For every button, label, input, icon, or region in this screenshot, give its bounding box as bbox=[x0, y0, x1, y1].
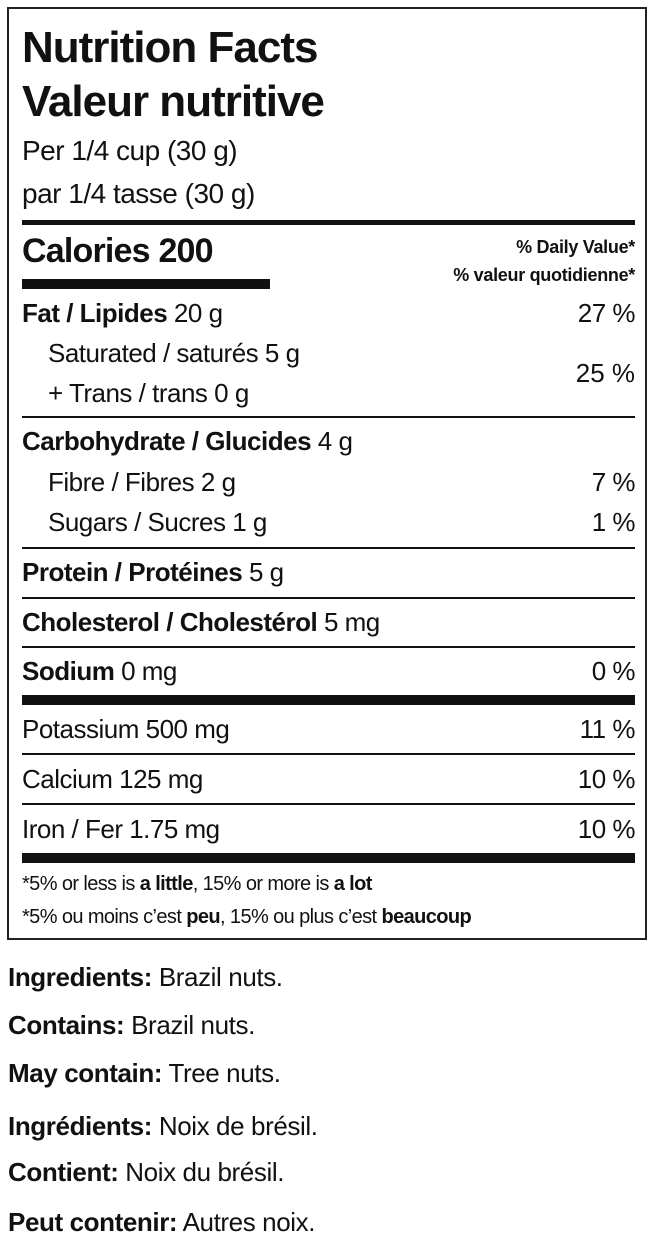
calories-value: 200 bbox=[158, 232, 213, 270]
divider bbox=[22, 803, 635, 805]
row-trans: + Trans / trans 0 g bbox=[48, 378, 249, 408]
row-saturated: Saturated / saturés 5 g bbox=[48, 338, 300, 368]
dv-header-en: % Daily Value* bbox=[516, 237, 635, 257]
dv-header-fr: % valeur quotidienne* bbox=[453, 265, 635, 285]
row-sodium: Sodium 0 mg 0 % bbox=[22, 656, 636, 686]
title-fr: Valeur nutritive bbox=[22, 77, 325, 126]
may-contain-en: May contain: Tree nuts. bbox=[8, 1058, 281, 1088]
row-iron: Iron / Fer 1.75 mg 10 % bbox=[22, 814, 636, 844]
serving-size-fr: par 1/4 tasse (30 g) bbox=[22, 178, 255, 209]
calories: Calories 200 bbox=[22, 230, 214, 272]
contains-en: Contains: Brazil nuts. bbox=[8, 1010, 255, 1040]
ingredients-fr: Ingrédients: Noix de brésil. bbox=[8, 1111, 318, 1141]
may-contain-fr: Peut contenir: Autres noix. bbox=[8, 1207, 316, 1237]
title-en: Nutrition Facts bbox=[22, 23, 318, 72]
row-carbohydrate: Carbohydrate / Glucides 4 g bbox=[22, 426, 353, 456]
row-calcium: Calcium 125 mg 10 % bbox=[22, 764, 636, 794]
divider bbox=[22, 646, 635, 648]
row-cholesterol: Cholesterol / Cholestérol 5 mg bbox=[22, 607, 380, 637]
sat-trans-dv: 25 % bbox=[575, 358, 635, 388]
nutrition-facts-table bbox=[7, 7, 647, 940]
row-potassium: Potassium 500 mg 11 % bbox=[22, 714, 636, 744]
divider bbox=[22, 547, 635, 549]
footnote-en: *5% or less is a little, 15% or more is … bbox=[22, 873, 372, 895]
divider bbox=[22, 416, 635, 418]
divider-thick bbox=[22, 853, 635, 863]
calories-label: Calories bbox=[22, 232, 151, 270]
divider-thick bbox=[22, 220, 635, 225]
footnote-fr: *5% ou moins c’est peu, 15% ou plus c’es… bbox=[22, 906, 472, 928]
divider-thick bbox=[22, 695, 635, 705]
serving-size-en: Per 1/4 cup (30 g) bbox=[22, 135, 238, 166]
row-fat: Fat / Lipides 20 g 27 % bbox=[22, 298, 636, 328]
ingredients-en: Ingredients: Brazil nuts. bbox=[8, 962, 283, 992]
divider bbox=[22, 597, 635, 599]
row-protein: Protein / Protéines 5 g bbox=[22, 557, 284, 587]
contains-fr: Contient: Noix du brésil. bbox=[8, 1157, 285, 1187]
divider bbox=[22, 753, 635, 755]
calories-bar bbox=[22, 279, 270, 289]
